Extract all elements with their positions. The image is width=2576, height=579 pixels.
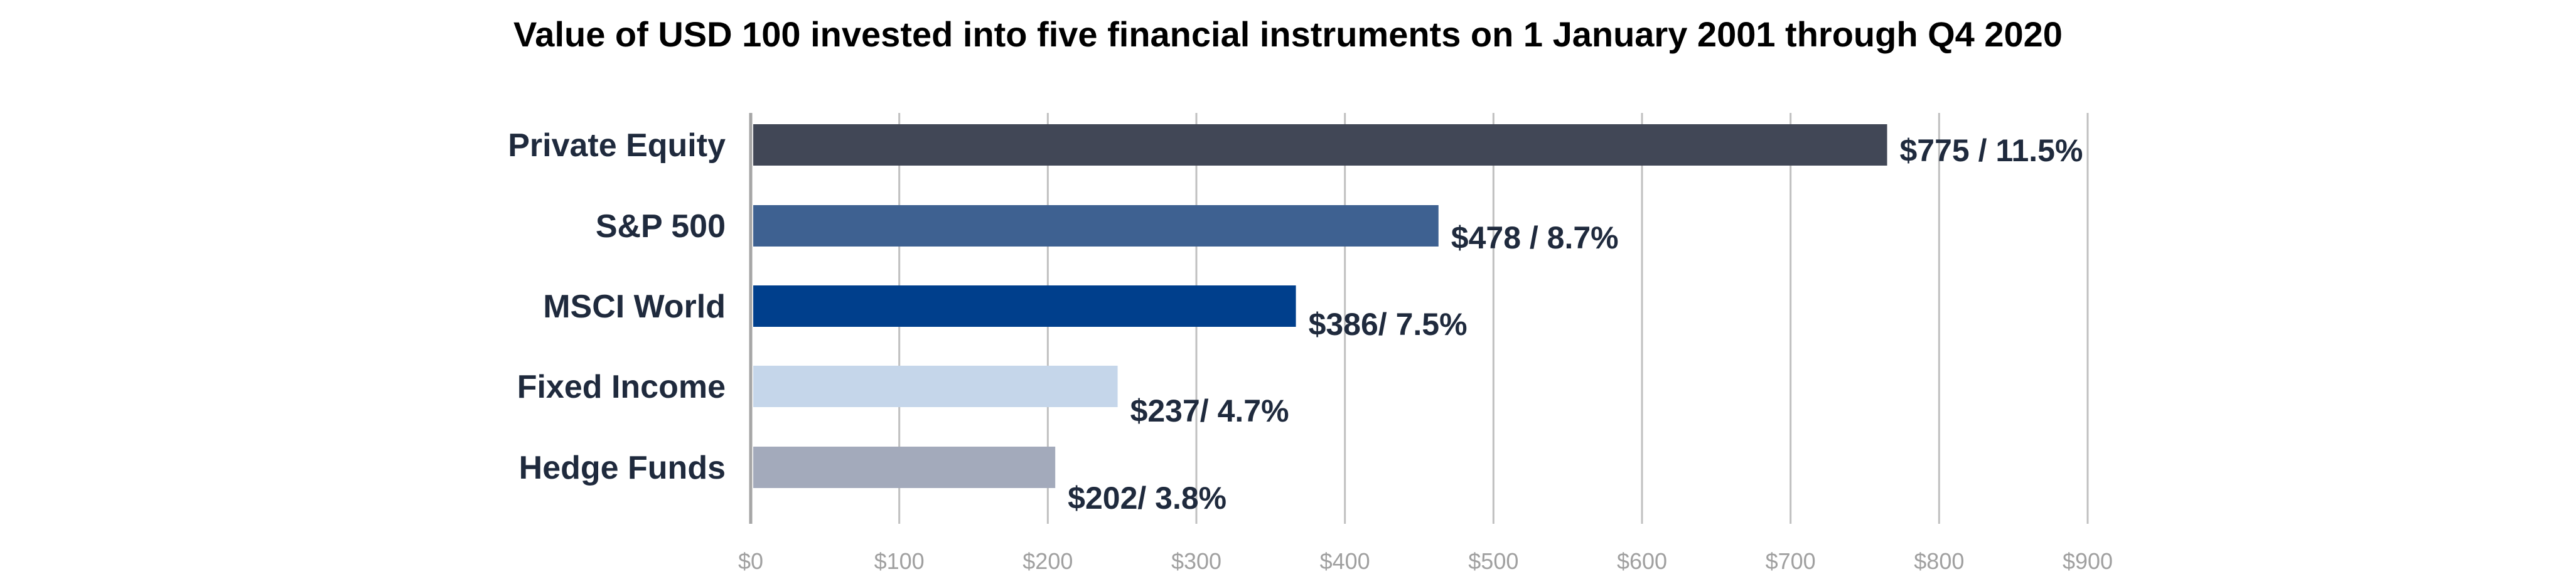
x-tick-label: $500 [1468, 548, 1518, 574]
bar [753, 124, 1887, 166]
x-tick-label: $200 [1022, 548, 1073, 574]
x-tick-label: $800 [1914, 548, 1964, 574]
data-label: $775 / 11.5% [1900, 133, 2083, 168]
data-label: $237/ 4.7% [1130, 393, 1289, 428]
category-label: MSCI World [543, 289, 726, 325]
bar [753, 447, 1056, 488]
data-label: $202/ 3.8% [1068, 481, 1226, 516]
data-label: $478 / 8.7% [1451, 220, 1619, 255]
bar [753, 285, 1296, 327]
labels: $0 $100 $200 $300 $400 $500 $600 $700 $800 $900 Pr… [508, 127, 2113, 574]
chart-title: Value of USD 100 invested into five fina… [513, 14, 2063, 54]
data-label: $386/ 7.5% [1309, 307, 1468, 342]
x-tick-label: $100 [874, 548, 925, 574]
x-tick-label: $700 [1766, 548, 1816, 574]
bar [753, 205, 1439, 247]
category-label: Hedge Funds [519, 450, 726, 486]
x-tick-label: $900 [2063, 548, 2113, 574]
category-label: S&P 500 [596, 208, 726, 245]
x-tick-label: $300 [1171, 548, 1221, 574]
category-label: Private Equity [508, 127, 726, 164]
bar [753, 366, 1118, 407]
bars [753, 124, 1887, 488]
x-tick-label: $400 [1320, 548, 1370, 574]
category-label: Fixed Income [517, 369, 726, 405]
x-tick-label: $0 [738, 548, 763, 574]
x-tick-label: $600 [1617, 548, 1667, 574]
